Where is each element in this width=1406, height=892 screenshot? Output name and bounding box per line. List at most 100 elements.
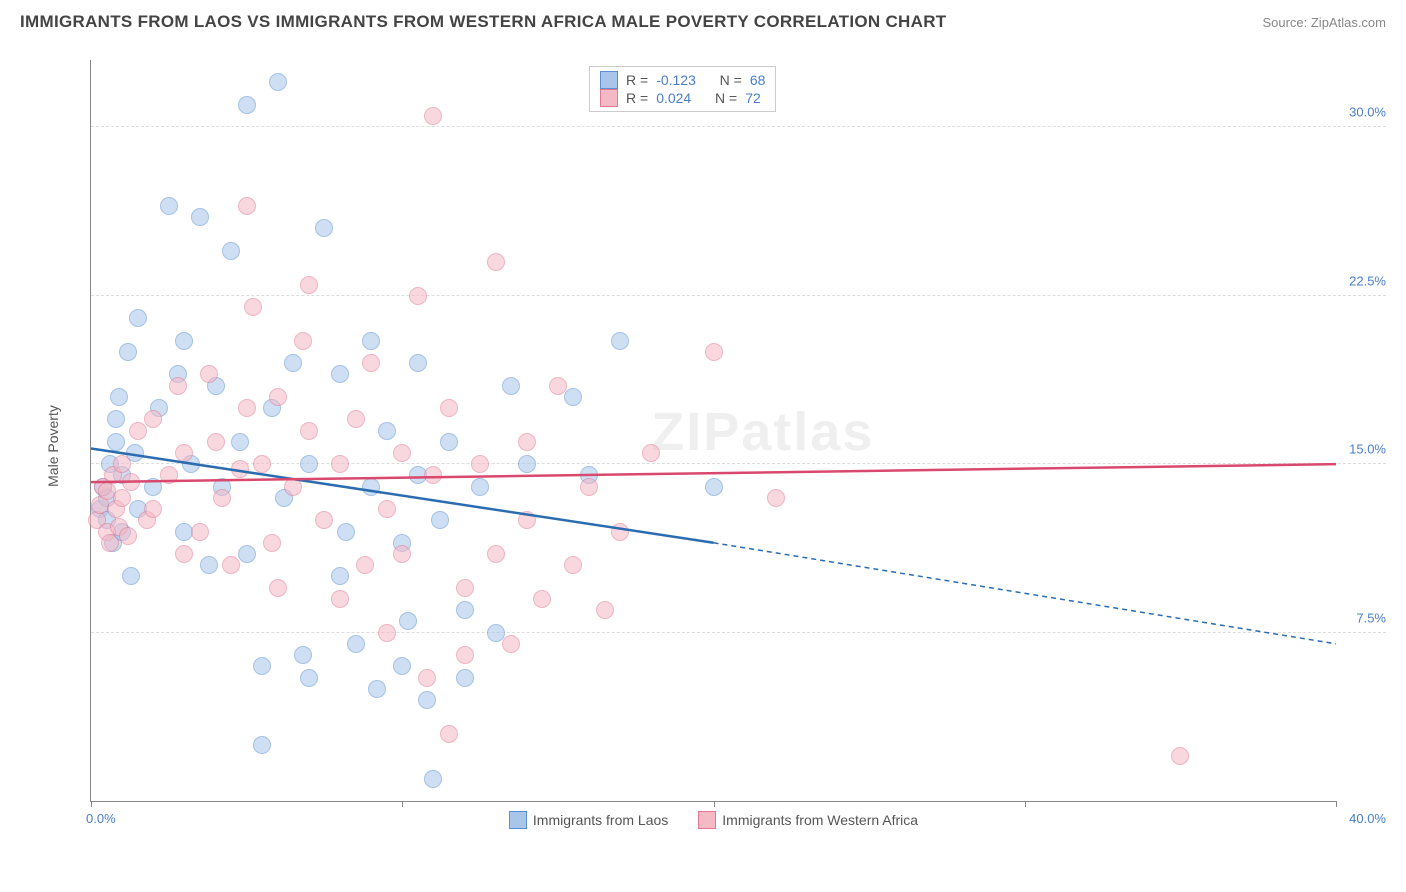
data-point-wafrica [300, 276, 318, 294]
data-point-wafrica [471, 455, 489, 473]
data-point-laos [456, 669, 474, 687]
data-point-wafrica [294, 332, 312, 350]
data-point-wafrica [362, 354, 380, 372]
x-tick [402, 801, 403, 807]
stats-swatch [600, 71, 618, 89]
data-point-laos [611, 332, 629, 350]
data-point-wafrica [518, 511, 536, 529]
data-point-wafrica [231, 460, 249, 478]
correlation-stats-box: R =-0.123 N =68R =0.024 N =72 [589, 66, 776, 112]
data-point-wafrica [418, 669, 436, 687]
data-point-wafrica [456, 646, 474, 664]
data-point-wafrica [160, 466, 178, 484]
stats-r-label: R = [626, 72, 648, 88]
stats-n-label: N = [715, 90, 737, 106]
data-point-wafrica [580, 478, 598, 496]
data-point-wafrica [300, 422, 318, 440]
data-point-wafrica [518, 433, 536, 451]
data-point-laos [487, 624, 505, 642]
stats-swatch [600, 89, 618, 107]
data-point-wafrica [767, 489, 785, 507]
data-point-laos [456, 601, 474, 619]
data-point-laos [300, 455, 318, 473]
data-point-wafrica [705, 343, 723, 361]
data-point-wafrica [222, 556, 240, 574]
data-point-laos [284, 354, 302, 372]
legend-item: Immigrants from Laos [509, 811, 668, 829]
data-point-laos [231, 433, 249, 451]
stats-r-value: -0.123 [656, 72, 696, 88]
data-point-laos [175, 332, 193, 350]
data-point-laos [705, 478, 723, 496]
stats-r-value: 0.024 [656, 90, 691, 106]
stats-r-label: R = [626, 90, 648, 106]
data-point-laos [368, 680, 386, 698]
data-point-laos [518, 455, 536, 473]
data-point-laos [362, 478, 380, 496]
data-point-wafrica [456, 579, 474, 597]
y-tick-label: 7.5% [1338, 610, 1386, 625]
data-point-laos [347, 635, 365, 653]
data-point-wafrica [315, 511, 333, 529]
data-point-laos [107, 433, 125, 451]
data-point-laos [300, 669, 318, 687]
data-point-laos [337, 523, 355, 541]
x-axis-max-label: 40.0% [1349, 811, 1386, 826]
y-tick-label: 30.0% [1338, 105, 1386, 120]
stats-n-label: N = [720, 72, 742, 88]
data-point-laos [253, 657, 271, 675]
data-point-wafrica [440, 399, 458, 417]
data-point-wafrica [378, 500, 396, 518]
data-point-wafrica [502, 635, 520, 653]
data-point-wafrica [244, 298, 262, 316]
data-point-laos [502, 377, 520, 395]
data-point-wafrica [409, 287, 427, 305]
x-axis-min-label: 0.0% [86, 811, 116, 826]
chart-container: ZIPatlas R =-0.123 N =68R =0.024 N =72 I… [50, 50, 1386, 832]
source-credit: Source: ZipAtlas.com [1262, 15, 1386, 30]
data-point-wafrica [347, 410, 365, 428]
data-point-laos [393, 657, 411, 675]
stats-row-wafrica: R = 0.024 N = 72 [600, 89, 765, 107]
data-point-laos [191, 208, 209, 226]
data-point-laos [122, 567, 140, 585]
data-point-wafrica [200, 365, 218, 383]
data-point-laos [238, 545, 256, 563]
data-point-wafrica [487, 253, 505, 271]
y-tick-label: 22.5% [1338, 273, 1386, 288]
data-point-wafrica [611, 523, 629, 541]
data-point-wafrica [144, 410, 162, 428]
data-point-wafrica [596, 601, 614, 619]
source-link[interactable]: ZipAtlas.com [1311, 15, 1386, 30]
stats-n-value: 68 [750, 72, 766, 88]
data-point-wafrica [284, 478, 302, 496]
data-point-wafrica [207, 433, 225, 451]
data-point-laos [564, 388, 582, 406]
data-point-laos [107, 410, 125, 428]
data-point-wafrica [393, 545, 411, 563]
data-point-laos [424, 770, 442, 788]
data-point-laos [200, 556, 218, 574]
data-point-wafrica [393, 444, 411, 462]
data-point-laos [362, 332, 380, 350]
data-point-wafrica [424, 466, 442, 484]
data-point-wafrica [564, 556, 582, 574]
legend-swatch [698, 811, 716, 829]
stats-n-value: 72 [745, 90, 761, 106]
data-point-wafrica [113, 455, 131, 473]
legend-swatch [509, 811, 527, 829]
data-point-laos [238, 96, 256, 114]
data-point-wafrica [331, 590, 349, 608]
legend-item: Immigrants from Western Africa [698, 811, 918, 829]
data-point-laos [222, 242, 240, 260]
data-point-laos [409, 354, 427, 372]
data-point-wafrica [129, 422, 147, 440]
data-point-wafrica [269, 388, 287, 406]
data-point-wafrica [378, 624, 396, 642]
data-point-laos [269, 73, 287, 91]
data-point-wafrica [169, 377, 187, 395]
data-point-laos [315, 219, 333, 237]
data-point-wafrica [642, 444, 660, 462]
data-point-wafrica [549, 377, 567, 395]
data-point-wafrica [213, 489, 231, 507]
